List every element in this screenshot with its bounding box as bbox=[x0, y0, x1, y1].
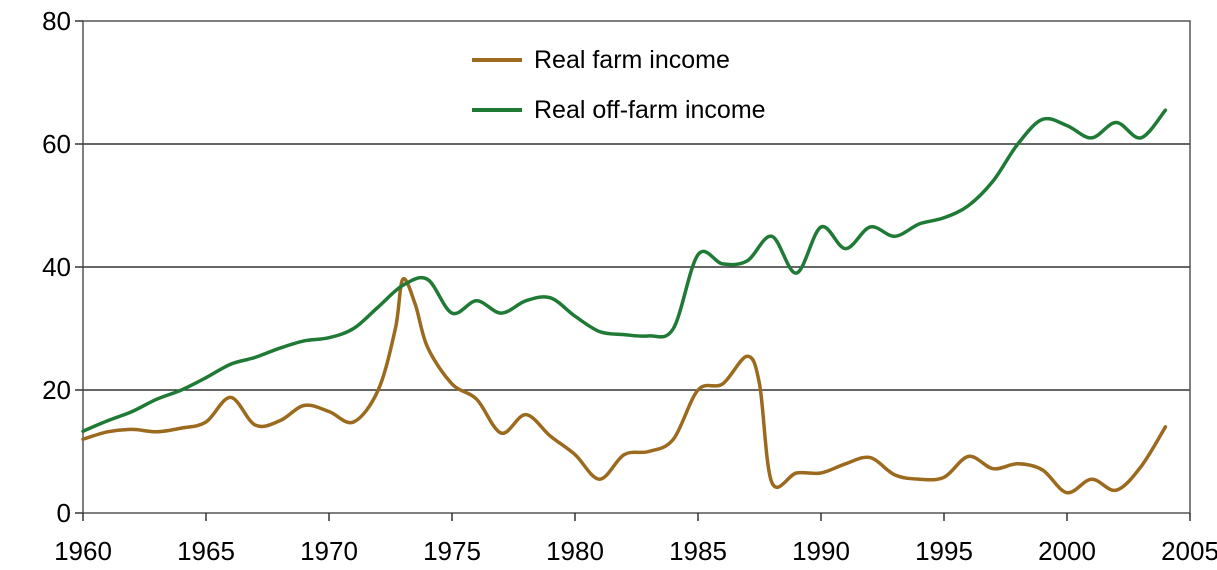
y-tick-label: 0 bbox=[57, 498, 71, 528]
x-tick-label: 1995 bbox=[915, 536, 973, 566]
x-tick-label: 1970 bbox=[300, 536, 358, 566]
y-tick-label: 40 bbox=[42, 252, 71, 282]
y-tick-label: 20 bbox=[42, 375, 71, 405]
series-line-real-farm-income bbox=[81, 276, 1168, 495]
x-axis: 1960 1965 1970 1975 1980 1985 1990 1995 2000 2005 bbox=[54, 513, 1217, 566]
legend: Real farm income Real off-farm income bbox=[472, 46, 766, 124]
legend-label-real-farm-income: Real farm income bbox=[534, 46, 730, 74]
y-tick-label: 80 bbox=[42, 6, 71, 36]
x-tick-label: 1985 bbox=[669, 536, 727, 566]
x-tick-label: 1990 bbox=[792, 536, 850, 566]
legend-label-real-off-farm-income: Real off-farm income bbox=[534, 96, 766, 124]
gridlines bbox=[83, 143, 1190, 391]
x-tick-label: 1975 bbox=[423, 536, 481, 566]
series-lines bbox=[81, 108, 1168, 495]
y-tick-label: 60 bbox=[42, 129, 71, 159]
x-tick-label: 1960 bbox=[54, 536, 112, 566]
x-tick-label: 2005 bbox=[1161, 536, 1217, 566]
x-tick-label: 1980 bbox=[546, 536, 604, 566]
series-line-real-off-farm-income bbox=[81, 108, 1168, 433]
x-tick-label: 2000 bbox=[1038, 536, 1096, 566]
y-axis: 0 20 40 60 80 bbox=[42, 6, 83, 528]
x-tick-label: 1965 bbox=[177, 536, 235, 566]
